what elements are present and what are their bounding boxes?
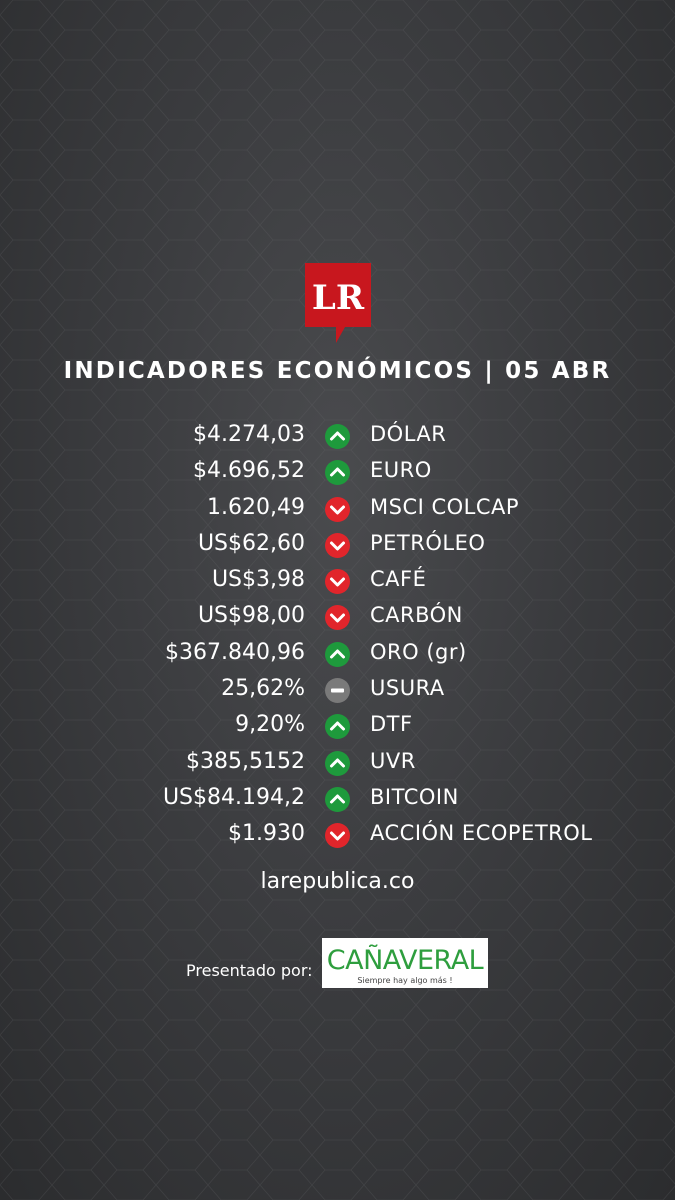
indicator-row: 1.620,49 MSCI COLCAP	[0, 491, 675, 527]
indicator-row: US$62,60 PETRÓLEO	[0, 527, 675, 563]
arrow-up-icon	[325, 750, 350, 776]
indicator-row: US$98,00 CARBÓN	[0, 599, 675, 635]
indicator-row: $4.274,03 DÓLAR	[0, 418, 675, 454]
indicator-row: 25,62% USURA	[0, 672, 675, 708]
indicator-value: US$62,60	[197, 530, 305, 556]
arrow-up-icon	[325, 641, 350, 667]
indicator-label: BITCOIN	[370, 784, 459, 809]
minus-icon	[325, 678, 350, 704]
arrow-down-icon	[325, 823, 350, 849]
sponsor-tagline: Siempre hay algo más !	[357, 976, 452, 985]
arrow-down-icon	[325, 569, 350, 595]
arrow-down-icon	[325, 605, 350, 631]
indicator-label: EURO	[370, 458, 432, 483]
indicator-label: ORO (gr)	[370, 639, 467, 664]
indicator-label: CAFÉ	[370, 567, 427, 592]
sponsor-logo: CAÑAVERAL Siempre hay algo más !	[322, 938, 488, 988]
indicator-label: DÓLAR	[370, 422, 447, 446]
sponsor-name: CAÑAVERAL	[327, 944, 484, 976]
indicator-row: US$3,98 CAFÉ	[0, 563, 675, 599]
arrow-up-icon	[325, 714, 350, 740]
indicator-row: US$84.194,2 BITCOIN	[0, 781, 675, 817]
indicator-value: 1.620,49	[207, 494, 305, 520]
indicator-value: 25,62%	[221, 676, 305, 702]
indicator-row: 9,20% DTF	[0, 708, 675, 744]
arrow-up-icon	[325, 786, 350, 812]
indicator-value: US$84.194,2	[162, 784, 305, 810]
indicator-label: ACCIÓN ECOPETROL	[370, 821, 593, 846]
arrow-down-icon	[325, 496, 350, 522]
lr-logo: LR	[305, 263, 371, 343]
lr-logo-text: LR	[312, 278, 365, 318]
indicator-row: $4.696,52 EURO	[0, 454, 675, 490]
indicator-value: $1.930	[228, 821, 305, 847]
indicator-label: MSCI COLCAP	[370, 494, 520, 519]
indicator-label: CARBÓN	[370, 603, 463, 628]
indicator-row: $367.840,96 ORO (gr)	[0, 636, 675, 672]
site-url[interactable]: larepublica.co	[260, 869, 415, 894]
page-title: INDICADORES ECONÓMICOS | 05 ABR	[63, 358, 612, 384]
indicator-value: $4.696,52	[193, 458, 305, 484]
arrow-up-icon	[325, 424, 350, 449]
arrow-up-icon	[325, 460, 350, 486]
indicator-label: DTF	[370, 712, 413, 737]
indicator-label: USURA	[370, 676, 445, 701]
indicator-label: UVR	[370, 748, 416, 773]
arrow-down-icon	[325, 532, 350, 558]
indicator-value: $385,5152	[186, 748, 305, 774]
indicators-list: $4.274,03 DÓLAR $4.696,52 EURO 1.620,49 MSCI …	[0, 418, 675, 854]
indicator-value: $4.274,03	[193, 422, 305, 447]
indicator-value: 9,20%	[235, 712, 305, 738]
indicator-value: $367.840,96	[165, 639, 305, 665]
indicator-label: PETRÓLEO	[370, 530, 486, 555]
indicator-row: $385,5152 UVR	[0, 745, 675, 781]
indicator-value: US$98,00	[197, 603, 305, 629]
presented-by-label: Presentado por:	[186, 961, 313, 980]
indicator-value: US$3,98	[211, 567, 305, 593]
indicator-row: $1.930 ACCIÓN ECOPETROL	[0, 817, 675, 853]
